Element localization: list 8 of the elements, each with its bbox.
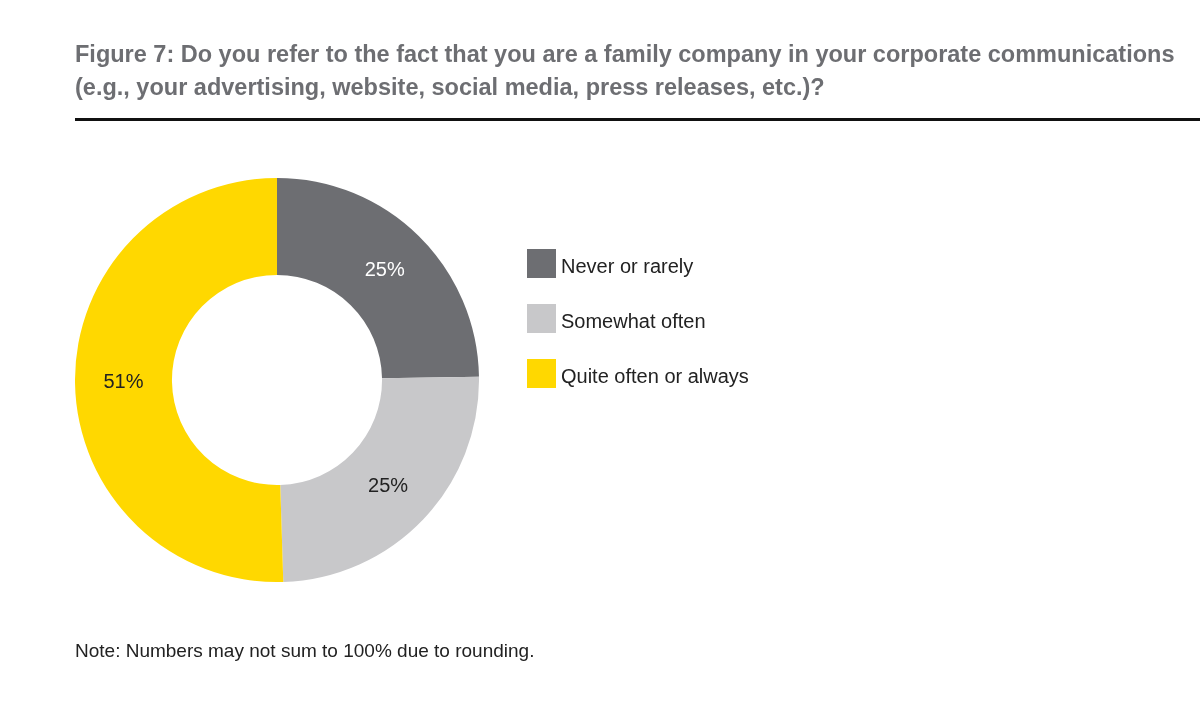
data-label: 51%	[103, 369, 144, 392]
text: Note: Numbers may not sum to 100% due to rounding.	[75, 640, 535, 662]
legend-label: Never or rarely	[561, 254, 694, 278]
legend-label: Quite often or always	[561, 364, 749, 388]
legend-label: Somewhat often	[561, 309, 706, 333]
data-label: 25%	[368, 473, 409, 496]
data-label: 25%	[364, 258, 405, 281]
chart-title: Figure 7: Do you refer to the fact that you are a family company in your corporate communications (e.g., your advertising, website, social media, press releases, etc.)?	[75, 40, 1176, 102]
